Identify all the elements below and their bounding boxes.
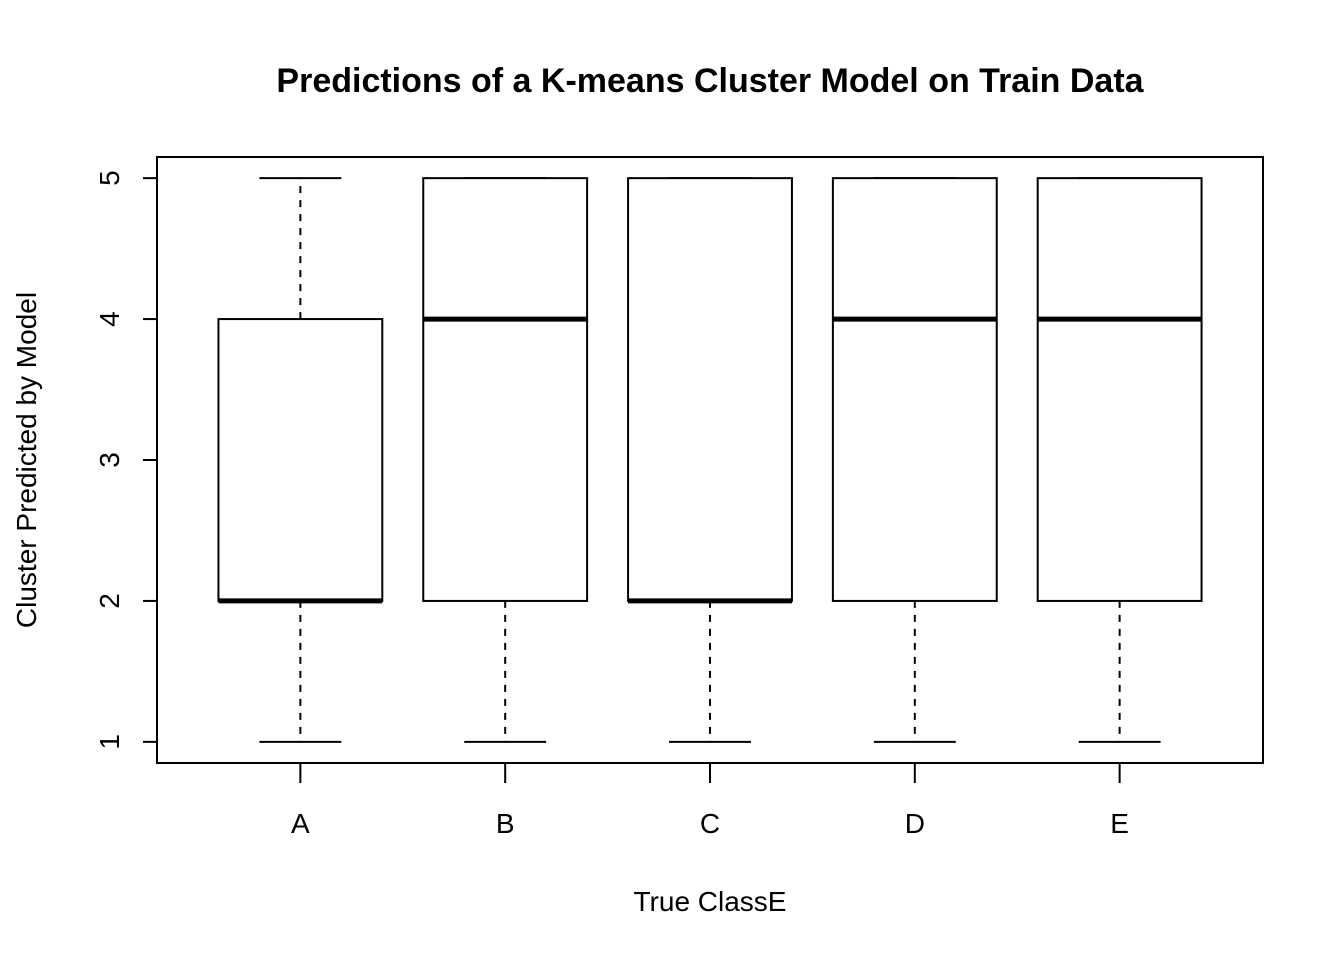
box-rect [217,318,384,602]
y-tick-label: 3 [94,452,125,468]
x-tick-label: E [1110,808,1129,839]
x-tick-label: A [291,808,310,839]
chart-title: Predictions of a K-means Cluster Model o… [276,62,1144,100]
x-axis: A B C D E [291,762,1129,839]
box-E [1036,177,1203,743]
box-rect [627,177,793,602]
x-tick-label: B [496,808,515,839]
box-rect [422,177,589,602]
y-tick-label: 1 [94,734,125,750]
y-tick-label: 5 [94,170,125,186]
x-tick-label: C [700,808,720,839]
plot-marks [217,177,1203,743]
y-axis-label: Cluster Predicted by Model [11,292,42,628]
x-axis-label: True ClassE [633,886,786,917]
box-C [627,177,793,743]
y-tick-label: 4 [94,311,125,327]
y-axis: 1 2 3 4 5 [94,170,158,750]
box-B [422,177,589,743]
y-tick-label: 2 [94,593,125,609]
box-D [831,177,998,743]
box-A [217,177,384,743]
x-tick-label: D [905,808,925,839]
box-rect [1036,177,1203,602]
box-rect [831,177,998,602]
